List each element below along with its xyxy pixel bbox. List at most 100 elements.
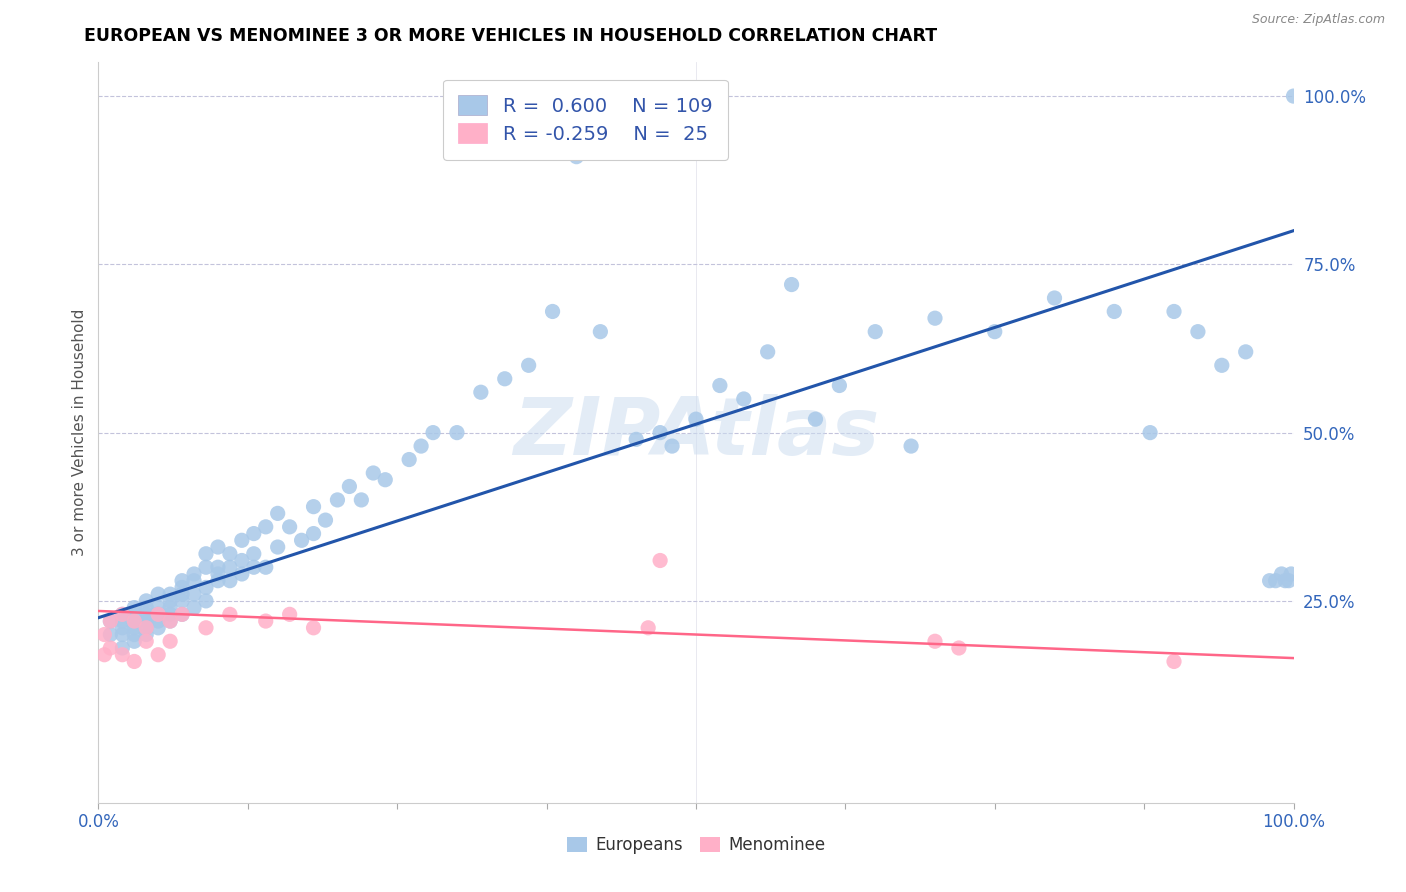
Point — [1211, 359, 1233, 373]
Point — [111, 648, 134, 662]
Point — [1274, 574, 1296, 588]
Point — [363, 466, 385, 480]
Point — [685, 412, 707, 426]
Point — [541, 304, 564, 318]
Point — [350, 492, 373, 507]
Point — [1163, 655, 1185, 669]
Point — [1234, 344, 1257, 359]
Point — [1043, 291, 1066, 305]
Point — [148, 621, 170, 635]
Point — [326, 492, 349, 507]
Point — [1271, 566, 1294, 581]
Point — [183, 587, 205, 601]
Point — [374, 473, 396, 487]
Point — [124, 627, 146, 641]
Point — [219, 574, 242, 588]
Point — [565, 150, 588, 164]
Point — [135, 614, 157, 628]
Point — [470, 385, 492, 400]
Point — [159, 600, 181, 615]
Point — [278, 607, 301, 622]
Point — [172, 594, 194, 608]
Point — [709, 378, 731, 392]
Point — [135, 634, 157, 648]
Point — [219, 560, 242, 574]
Legend: Europeans, Menominee: Europeans, Menominee — [560, 830, 832, 861]
Point — [183, 566, 205, 581]
Point — [1278, 574, 1301, 588]
Point — [828, 378, 851, 392]
Point — [195, 560, 218, 574]
Point — [648, 553, 672, 567]
Point — [148, 607, 170, 622]
Point — [195, 621, 218, 635]
Point — [124, 607, 146, 622]
Point — [98, 614, 122, 628]
Point — [1139, 425, 1161, 440]
Point — [172, 607, 194, 622]
Point — [172, 574, 194, 588]
Point — [804, 412, 827, 426]
Text: ZIPAtlas: ZIPAtlas — [513, 393, 879, 472]
Point — [1279, 566, 1302, 581]
Point — [1264, 574, 1286, 588]
Point — [984, 325, 1007, 339]
Point — [124, 634, 146, 648]
Point — [207, 566, 229, 581]
Point — [302, 500, 325, 514]
Point — [589, 325, 612, 339]
Point — [135, 621, 157, 635]
Point — [302, 621, 325, 635]
Y-axis label: 3 or more Vehicles in Household: 3 or more Vehicles in Household — [72, 309, 87, 557]
Point — [111, 627, 134, 641]
Point — [291, 533, 314, 548]
Point — [159, 634, 181, 648]
Point — [756, 344, 779, 359]
Point — [111, 614, 134, 628]
Point — [231, 553, 253, 567]
Point — [243, 547, 266, 561]
Point — [148, 648, 170, 662]
Text: EUROPEAN VS MENOMINEE 3 OR MORE VEHICLES IN HOUSEHOLD CORRELATION CHART: EUROPEAN VS MENOMINEE 3 OR MORE VEHICLES… — [84, 27, 938, 45]
Point — [267, 507, 290, 521]
Point — [195, 547, 218, 561]
Point — [948, 640, 970, 655]
Point — [517, 359, 540, 373]
Point — [661, 439, 683, 453]
Point — [93, 648, 115, 662]
Point — [1258, 574, 1281, 588]
Text: Source: ZipAtlas.com: Source: ZipAtlas.com — [1251, 13, 1385, 27]
Point — [183, 600, 205, 615]
Point — [1282, 89, 1305, 103]
Point — [135, 627, 157, 641]
Point — [422, 425, 444, 440]
Point — [219, 547, 242, 561]
Point — [219, 607, 242, 622]
Point — [135, 621, 157, 635]
Point — [159, 614, 181, 628]
Point — [315, 513, 337, 527]
Point — [278, 520, 301, 534]
Point — [159, 587, 181, 601]
Point — [398, 452, 420, 467]
Point — [243, 526, 266, 541]
Point — [900, 439, 922, 453]
Point — [159, 614, 181, 628]
Point — [124, 614, 146, 628]
Point — [254, 614, 277, 628]
Point — [124, 614, 146, 628]
Point — [302, 526, 325, 541]
Point — [135, 607, 157, 622]
Point — [159, 607, 181, 622]
Point — [135, 600, 157, 615]
Point — [98, 627, 122, 641]
Point — [111, 607, 134, 622]
Point — [148, 607, 170, 622]
Point — [411, 439, 433, 453]
Point — [648, 425, 672, 440]
Point — [111, 607, 134, 622]
Point — [1104, 304, 1126, 318]
Point — [172, 581, 194, 595]
Point — [780, 277, 803, 292]
Point — [637, 621, 659, 635]
